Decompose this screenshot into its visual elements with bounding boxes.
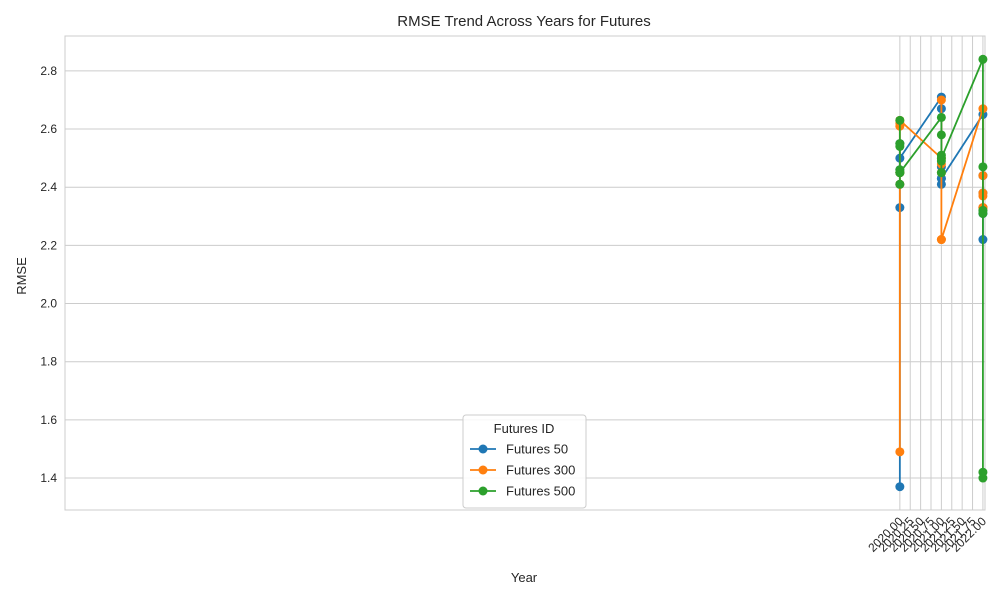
data-point	[936, 168, 946, 178]
data-point	[895, 482, 905, 492]
data-point	[936, 153, 946, 163]
series-2	[895, 54, 988, 483]
y-tick-label: 2.4	[40, 180, 57, 194]
legend-marker	[478, 465, 488, 475]
legend-item-2: Futures 500	[470, 484, 575, 499]
x-axis-label: Year	[511, 570, 538, 585]
y-tick-label: 2.6	[40, 122, 57, 136]
data-point	[936, 235, 946, 245]
data-point	[895, 168, 905, 178]
legend-marker	[478, 444, 488, 454]
data-point	[978, 205, 988, 215]
plot-area	[64, 35, 988, 511]
y-tick-label: 1.8	[40, 355, 57, 369]
chart-title: RMSE Trend Across Years for Futures	[397, 13, 650, 30]
legend-box	[462, 414, 587, 509]
data-point	[978, 473, 988, 483]
data-point	[978, 162, 988, 172]
data-point	[895, 179, 905, 189]
legend-item-1: Futures 300	[470, 463, 575, 478]
y-tick-label: 2.8	[40, 64, 57, 78]
y-tick-label: 1.6	[40, 413, 57, 427]
data-point	[936, 95, 946, 105]
y-tick-label: 2.2	[40, 238, 57, 252]
legend-label: Futures 50	[506, 442, 568, 457]
y-tick-label: 1.4	[40, 471, 57, 485]
data-point	[936, 130, 946, 140]
series-layer	[895, 54, 988, 492]
y-tick-label: 2.0	[40, 297, 57, 311]
legend-item-0: Futures 50	[470, 442, 568, 457]
data-point	[978, 54, 988, 64]
data-point	[936, 112, 946, 122]
y-axis-ticks: 1.4 1.6 1.8 2.0 2.2 2.4 2.6 2.8	[40, 64, 57, 485]
data-point	[895, 142, 905, 152]
grid-lines	[65, 36, 985, 510]
legend-label: Futures 300	[506, 463, 575, 478]
data-point	[895, 447, 905, 457]
legend-title: Futures ID	[494, 421, 555, 436]
legend-marker	[478, 486, 488, 496]
x-axis-ticks: 2020.002020.252020.502020.752021.002021.…	[865, 514, 989, 555]
data-point	[895, 115, 905, 125]
y-axis-label: RMSE	[14, 257, 29, 295]
legend-items: Futures 50 Futures 300 Futures 500	[470, 442, 575, 499]
legend-label: Futures 500	[506, 484, 575, 499]
